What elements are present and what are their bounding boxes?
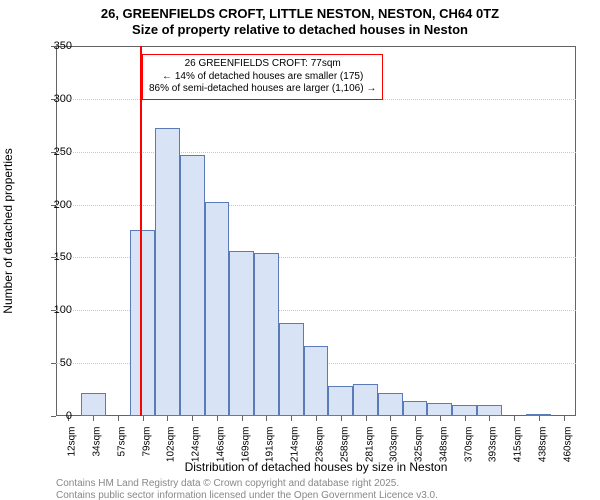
xtick-mark [143, 416, 144, 421]
xtick-mark [316, 416, 317, 421]
xtick-mark [564, 416, 565, 421]
annotation-line: 26 GREENFIELDS CROFT: 77sqm [149, 58, 376, 71]
ytick-label: 0 [32, 410, 72, 422]
ytick-label: 350 [32, 40, 72, 52]
histogram-bar [180, 155, 205, 416]
xtick-label: 460sqm [562, 427, 573, 477]
xtick-mark [167, 416, 168, 421]
xtick-label: 191sqm [265, 427, 276, 477]
histogram-bar [378, 393, 403, 416]
xtick-mark [390, 416, 391, 421]
annotation-box: 26 GREENFIELDS CROFT: 77sqm← 14% of deta… [142, 54, 383, 100]
xtick-mark [465, 416, 466, 421]
histogram-bar [477, 405, 502, 416]
histogram-bar [452, 405, 477, 416]
xtick-label: 79sqm [141, 427, 152, 477]
histogram-bar [254, 253, 279, 416]
xtick-mark [93, 416, 94, 421]
xtick-mark [366, 416, 367, 421]
xtick-mark [118, 416, 119, 421]
histogram-bar [205, 202, 230, 416]
xtick-label: 258sqm [339, 427, 350, 477]
gridline [56, 205, 576, 206]
histogram-bar [328, 386, 353, 416]
xtick-label: 214sqm [290, 427, 301, 477]
histogram-bar [304, 346, 329, 416]
xtick-label: 12sqm [67, 427, 78, 477]
xtick-label: 236sqm [315, 427, 326, 477]
annotation-line: 86% of semi-detached houses are larger (… [149, 83, 376, 96]
histogram-bar [155, 128, 180, 416]
xtick-mark [192, 416, 193, 421]
xtick-mark [242, 416, 243, 421]
chart-title-line2: Size of property relative to detached ho… [0, 22, 600, 37]
xtick-mark [291, 416, 292, 421]
xtick-label: 57sqm [116, 427, 127, 477]
xtick-label: 124sqm [191, 427, 202, 477]
histogram-bar [81, 393, 106, 416]
footer-line1: Contains HM Land Registry data © Crown c… [56, 478, 399, 489]
y-axis-label: Number of detached properties [1, 66, 15, 231]
histogram-bar [526, 414, 551, 416]
chart-title-line1: 26, GREENFIELDS CROFT, LITTLE NESTON, NE… [0, 6, 600, 21]
xtick-label: 393sqm [488, 427, 499, 477]
footer-line2: Contains public sector information licen… [56, 490, 438, 500]
xtick-label: 281sqm [364, 427, 375, 477]
histogram-bar [229, 251, 254, 416]
xtick-label: 348sqm [438, 427, 449, 477]
xtick-mark [217, 416, 218, 421]
xtick-mark [489, 416, 490, 421]
xtick-mark [266, 416, 267, 421]
xtick-label: 325sqm [414, 427, 425, 477]
xtick-label: 415sqm [513, 427, 524, 477]
histogram-plot: 26 GREENFIELDS CROFT: 77sqm← 14% of deta… [56, 46, 576, 416]
histogram-bar [279, 323, 304, 416]
xtick-label: 34sqm [92, 427, 103, 477]
histogram-bar [403, 401, 428, 416]
subject-marker-line [140, 46, 142, 416]
xtick-label: 146sqm [215, 427, 226, 477]
histogram-bar [130, 230, 155, 416]
xtick-mark [415, 416, 416, 421]
annotation-line: ← 14% of detached houses are smaller (17… [149, 71, 376, 84]
xtick-label: 102sqm [166, 427, 177, 477]
xtick-label: 303sqm [389, 427, 400, 477]
gridline [56, 152, 576, 153]
xtick-mark [514, 416, 515, 421]
xtick-mark [440, 416, 441, 421]
histogram-bar [353, 384, 378, 416]
xtick-mark [539, 416, 540, 421]
xtick-mark [341, 416, 342, 421]
xtick-label: 438sqm [537, 427, 548, 477]
xtick-label: 169sqm [240, 427, 251, 477]
xtick-label: 370sqm [463, 427, 474, 477]
histogram-bar [427, 403, 452, 416]
